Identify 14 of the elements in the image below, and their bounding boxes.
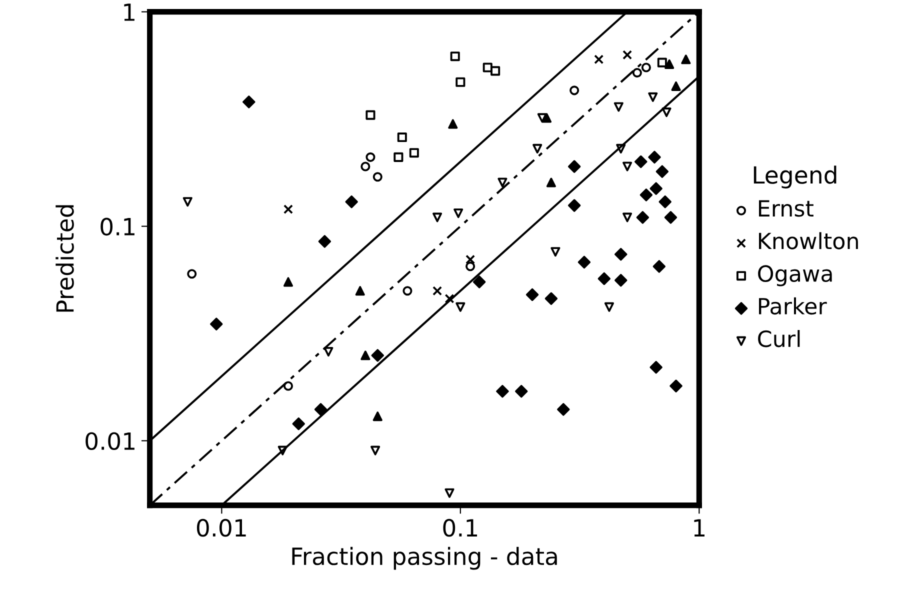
y-tick-label: 0.1 bbox=[100, 218, 134, 236]
x-tick-label: 0.1 bbox=[443, 518, 478, 537]
y-tick-label: 0.01 bbox=[86, 432, 134, 450]
legend-label: Ernst bbox=[758, 200, 814, 217]
x-axis-title: Fraction passing - data bbox=[292, 546, 557, 570]
legend-label: Curl bbox=[758, 330, 800, 348]
legend-title: Legend bbox=[754, 166, 836, 188]
x-tick-label: 1 bbox=[694, 519, 704, 536]
y-axis-title: Predicted bbox=[56, 205, 74, 312]
legend-label: Ogawa bbox=[758, 265, 832, 286]
legend-label: Knowlton bbox=[758, 232, 858, 250]
y-tick-label: 1 bbox=[124, 4, 134, 21]
x-tick-label: 0.01 bbox=[196, 518, 246, 537]
legend-label: Parker bbox=[758, 297, 827, 315]
